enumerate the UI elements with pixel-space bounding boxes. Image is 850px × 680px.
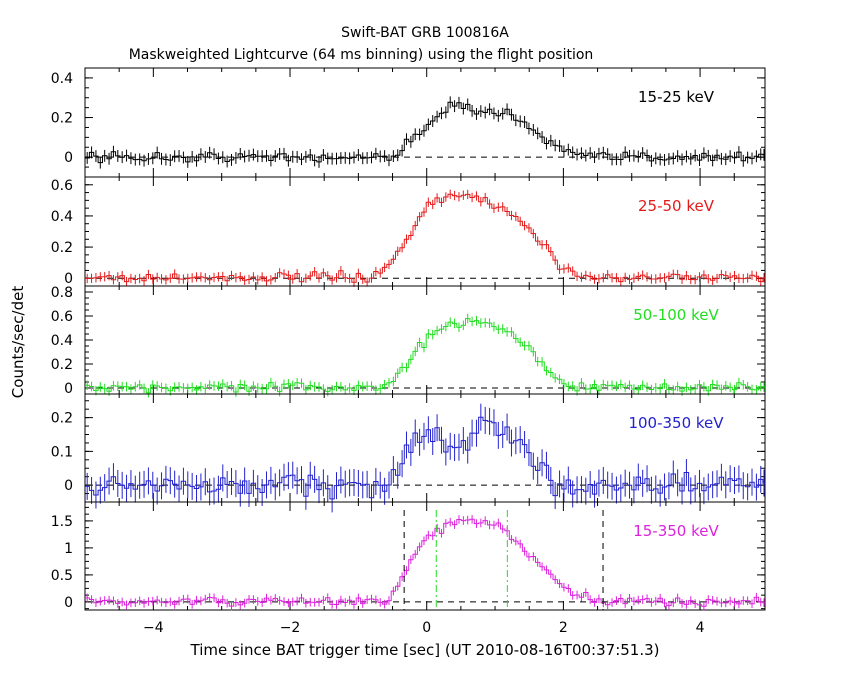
panel-frame	[84, 285, 766, 395]
x-axis-label: Time since BAT trigger time [sec] (UT 20…	[190, 641, 660, 659]
y-tick-label: 0.6	[51, 178, 73, 194]
panel-frame	[84, 501, 766, 611]
x-tick-label: −4	[143, 620, 164, 636]
y-tick-label: 1	[64, 541, 73, 557]
lightcurve-line	[85, 318, 765, 394]
y-tick-label: 0.1	[51, 444, 73, 460]
x-tick-label: 4	[696, 620, 705, 636]
lightcurve-line	[85, 193, 765, 283]
lightcurve-line	[85, 101, 765, 164]
x-tick-label: 2	[559, 620, 568, 636]
y-tick-label: 0.5	[51, 568, 73, 584]
y-tick-label: 0	[64, 381, 73, 397]
y-tick-label: 0.4	[51, 333, 73, 349]
y-tick-label: 0	[64, 150, 73, 166]
lightcurve-line	[85, 518, 765, 607]
x-tick-label: −2	[280, 620, 301, 636]
series-label: 25-50 keV	[638, 197, 715, 215]
series-label: 15-350 keV	[633, 522, 719, 540]
series-label: 50-100 keV	[633, 306, 719, 324]
y-tick-label: 1.5	[51, 514, 73, 530]
y-tick-label: 0.2	[51, 111, 73, 127]
y-tick-label: 0.4	[51, 71, 73, 87]
y-tick-label: 0.8	[51, 285, 73, 301]
chart-subtitle: Maskweighted Lightcurve (64 ms binning) …	[129, 47, 594, 63]
panel-frame	[84, 176, 766, 287]
y-tick-label: 0	[64, 595, 73, 611]
y-tick-label: 0	[64, 271, 73, 287]
y-tick-label: 0.2	[51, 357, 73, 373]
lightcurve-line	[85, 416, 765, 500]
panels-group: 0 0.2 0.4 15-25 keV 0 0.2 0.4 0.6 25-50 keV 0 0.2 0…	[51, 67, 766, 636]
y-tick-label: 0	[64, 478, 73, 494]
y-tick-label: 0.4	[51, 209, 73, 225]
series-label: 100-350 keV	[628, 414, 724, 432]
y-tick-label: 0.2	[51, 411, 73, 427]
y-tick-label: 0.2	[51, 240, 73, 256]
chart-title: Swift-BAT GRB 100816A	[341, 25, 509, 41]
y-axis-label: Counts/sec/det	[9, 286, 27, 399]
panel-frame	[84, 67, 766, 178]
series-label: 15-25 keV	[638, 88, 715, 106]
panel-frame	[84, 393, 766, 503]
x-tick-label: 0	[422, 620, 431, 636]
y-tick-label: 0.6	[51, 309, 73, 325]
